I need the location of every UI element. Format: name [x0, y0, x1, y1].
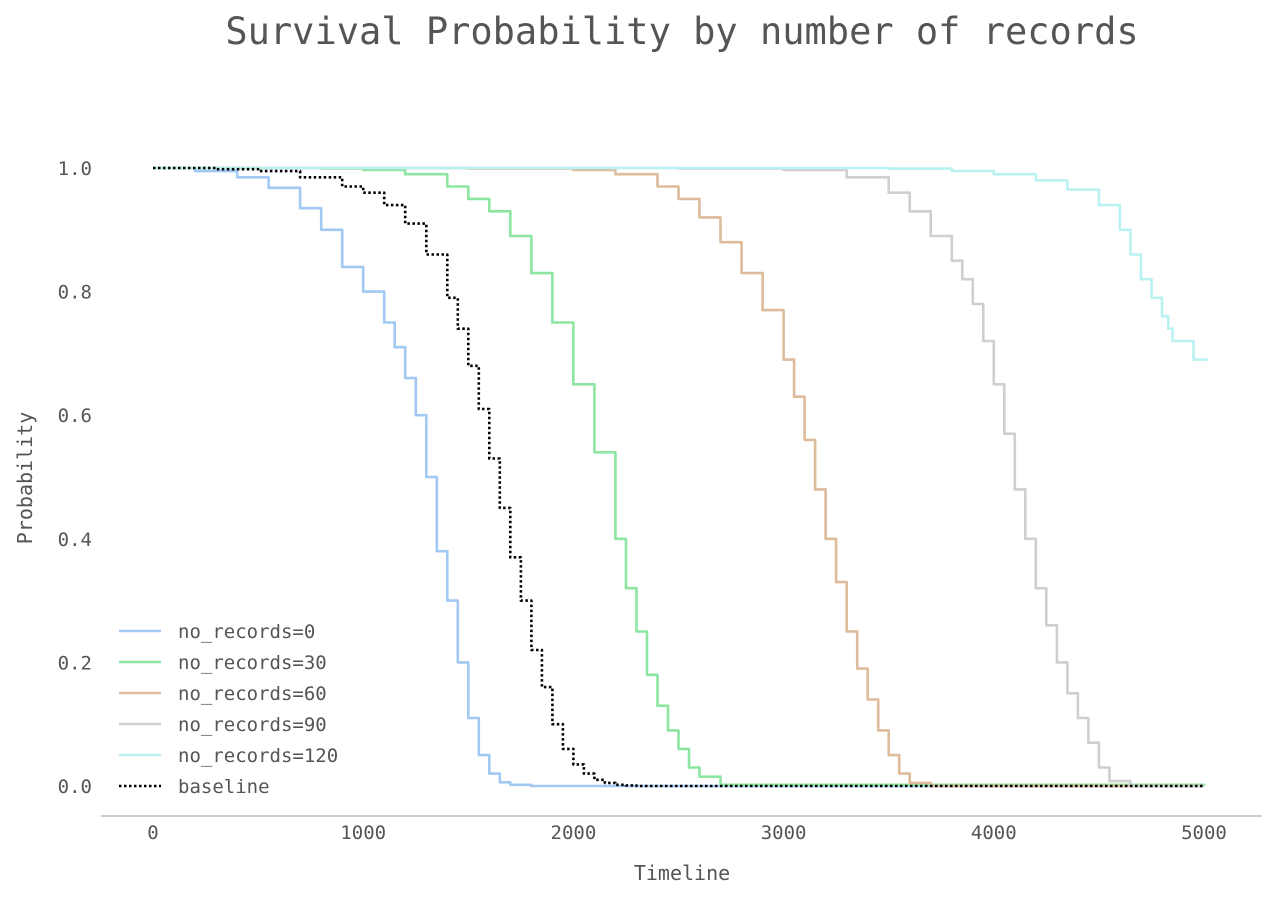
y-tick-label: 0.8: [58, 282, 92, 304]
legend: no_records=0 no_records=30 no_records=60no…: [119, 621, 338, 798]
series-line-baseline: [153, 166, 1204, 788]
x-tick-label: 2000: [551, 822, 597, 844]
y-tick-label: 1.0: [58, 158, 92, 180]
y-tick-label: 0.2: [58, 652, 92, 674]
x-tick-label: 0: [147, 822, 158, 844]
y-tick-label: 0.0: [58, 776, 92, 798]
series-line-no-records-0: [153, 166, 1204, 788]
legend-label: no_records=60: [178, 683, 327, 705]
x-axis-label: Timeline: [634, 861, 730, 885]
chart-title: Survival Probability by number of record…: [225, 10, 1138, 53]
series-line-no-records-30: [153, 166, 1206, 787]
x-tick-label: 5000: [1181, 822, 1227, 844]
x-tick-label: 3000: [761, 822, 807, 844]
series-line-no-records-90: [153, 166, 1204, 788]
x-tick-label: 1000: [340, 822, 386, 844]
y-tick-label: 0.4: [58, 529, 92, 551]
series-line-no-records-120: [153, 166, 1209, 361]
legend-label: baseline: [178, 776, 270, 798]
x-tick-label: 4000: [971, 822, 1017, 844]
y-tick-label: 0.6: [58, 405, 92, 427]
legend-label: no_records=0: [178, 621, 315, 643]
legend-label: no_records=30: [178, 652, 327, 674]
legend-label: no_records=120: [178, 745, 338, 767]
axis-ticks: 0 1000 2000 3000 4000 5000 0.0 0.2 0.4 0.6 0.8 1.0: [58, 158, 1227, 844]
series-layer: [153, 166, 1209, 788]
y-axis-label: Probability: [13, 412, 37, 544]
legend-label: no_records=90: [178, 714, 327, 736]
series-line-no-records-60: [153, 166, 1204, 788]
